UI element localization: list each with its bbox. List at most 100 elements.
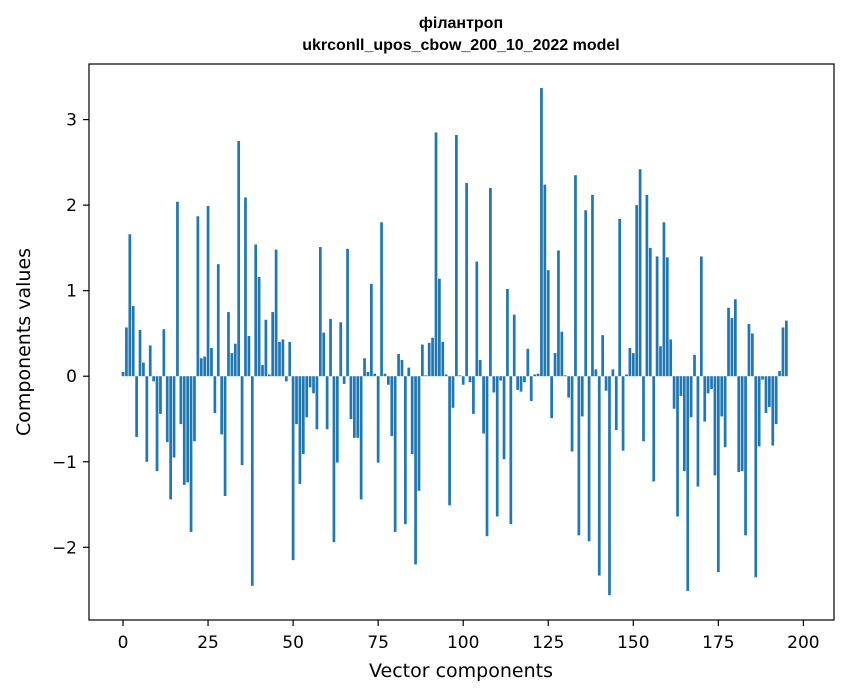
bar-123 xyxy=(540,87,543,377)
bar-60 xyxy=(325,376,329,430)
bar-31 xyxy=(227,312,230,377)
bar-165 xyxy=(682,376,686,472)
bar-108 xyxy=(489,188,492,377)
bar-37 xyxy=(247,336,251,377)
bar-113 xyxy=(506,288,509,377)
bar-88 xyxy=(421,344,424,377)
bar-46 xyxy=(278,342,281,377)
bar-35 xyxy=(240,376,244,466)
bar-84 xyxy=(407,367,411,377)
bar-93 xyxy=(438,278,441,377)
bar-83 xyxy=(404,376,407,525)
x-tick-label-3: 75 xyxy=(367,633,389,653)
y-tick-label-5: 3 xyxy=(66,111,77,131)
bar-8 xyxy=(148,345,152,377)
bar-3 xyxy=(131,306,135,377)
bar-71 xyxy=(363,358,366,377)
bar-129 xyxy=(560,331,564,377)
bar-12 xyxy=(162,329,166,377)
bar-191 xyxy=(771,376,775,446)
bar-161 xyxy=(669,339,673,377)
bar-23 xyxy=(199,358,203,377)
bar-136 xyxy=(584,210,588,377)
bar-2 xyxy=(128,234,132,377)
bar-55 xyxy=(308,376,312,388)
x-axis-label: Vector components xyxy=(369,660,553,682)
bar-70 xyxy=(359,376,363,500)
bar-89 xyxy=(424,375,428,377)
bar-52 xyxy=(298,376,302,484)
bar-110 xyxy=(495,376,499,517)
bar-10 xyxy=(155,376,159,472)
bar-57 xyxy=(315,376,319,430)
bar-53 xyxy=(301,376,305,455)
bar-15 xyxy=(172,376,176,458)
bar-166 xyxy=(686,376,690,591)
bar-42 xyxy=(264,319,268,377)
bar-100 xyxy=(461,376,465,385)
bar-17 xyxy=(179,376,183,425)
x-tick-label-0: 0 xyxy=(118,633,129,653)
bar-117 xyxy=(519,376,523,392)
bar-66 xyxy=(346,248,349,377)
bar-25 xyxy=(206,205,210,377)
bar-75 xyxy=(376,376,380,463)
bar-36 xyxy=(244,197,247,377)
x-axis-ticks: 0 25 50 75 100 125 150 175 200 xyxy=(118,620,820,653)
bar-116 xyxy=(516,376,519,390)
bar-184 xyxy=(747,324,751,377)
chart-subtitle: ukrconll_upos_cbow_200_10_2022 model xyxy=(302,37,619,54)
bar-175 xyxy=(716,376,720,573)
bar-13 xyxy=(165,376,169,443)
bar-106 xyxy=(482,376,485,434)
y-axis-ticks: −2 −1 0 1 2 3 xyxy=(52,111,89,558)
bar-173 xyxy=(710,376,713,390)
bar-14 xyxy=(169,376,172,500)
chart-title: філантроп xyxy=(419,15,503,32)
bar-62 xyxy=(332,376,336,543)
bar-101 xyxy=(465,182,468,377)
bar-63 xyxy=(335,376,339,463)
bar-188 xyxy=(761,376,764,380)
bar-82 xyxy=(400,359,404,377)
bar-16 xyxy=(176,201,179,377)
bar-47 xyxy=(281,339,285,377)
bar-114 xyxy=(509,376,513,525)
bar-172 xyxy=(706,376,710,394)
bar-33 xyxy=(233,343,237,377)
bar-137 xyxy=(587,376,591,542)
bar-155 xyxy=(648,247,652,377)
bar-115 xyxy=(512,314,516,377)
bar-72 xyxy=(366,371,370,377)
bar-119 xyxy=(526,348,530,377)
bar-183 xyxy=(744,376,747,536)
bar-64 xyxy=(339,322,343,377)
bar-152 xyxy=(638,169,642,377)
bar-148 xyxy=(625,374,628,377)
bar-41 xyxy=(261,365,264,377)
bar-179 xyxy=(730,318,734,377)
bar-126 xyxy=(550,376,554,419)
bars-group xyxy=(121,87,788,596)
bar-103 xyxy=(472,376,475,414)
x-tick-label-2: 50 xyxy=(282,633,304,653)
bar-68 xyxy=(352,376,356,438)
bar-195 xyxy=(785,320,788,377)
bar-140 xyxy=(597,376,601,576)
bar-7 xyxy=(145,376,149,462)
bar-0 xyxy=(121,371,125,377)
bar-102 xyxy=(468,376,472,383)
bar-189 xyxy=(764,376,768,413)
bar-135 xyxy=(580,376,584,417)
bar-164 xyxy=(679,376,683,396)
bar-167 xyxy=(689,376,693,418)
bar-153 xyxy=(642,376,645,442)
bar-44 xyxy=(271,312,275,377)
bar-107 xyxy=(485,376,489,537)
bar-65 xyxy=(342,376,346,384)
bar-95 xyxy=(444,374,448,377)
bar-122 xyxy=(536,373,540,377)
bar-143 xyxy=(608,376,611,596)
bar-48 xyxy=(284,376,288,382)
